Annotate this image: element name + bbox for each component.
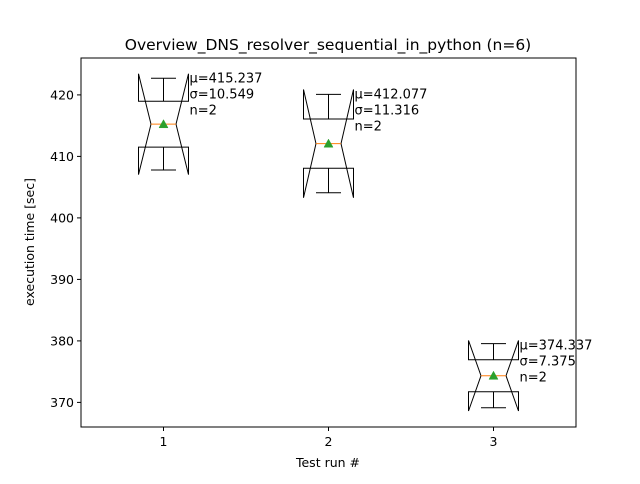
y-axis-label: execution time [sec] [22, 178, 37, 306]
stats-annotation: σ=10.549 [190, 88, 255, 103]
mean-marker [158, 119, 169, 129]
chart-title: Overview_DNS_resolver_sequential_in_pyth… [125, 36, 531, 55]
y-tick-label: 390 [50, 272, 74, 287]
stats-annotation: μ=415.237 [190, 72, 263, 87]
x-axis-label: Test run # [295, 455, 360, 470]
mean-marker [323, 138, 334, 148]
box-body [303, 89, 354, 198]
y-tick-label: 410 [50, 149, 74, 164]
stats-annotation: σ=11.316 [355, 104, 420, 119]
y-tick-label: 400 [50, 210, 74, 225]
stats-annotation: n=2 [355, 120, 382, 135]
x-tick-label: 3 [490, 434, 498, 449]
mean-marker [488, 370, 499, 380]
stats-annotation: n=2 [190, 104, 217, 119]
y-tick-label: 420 [50, 87, 74, 102]
x-tick-label: 1 [160, 434, 168, 449]
box-body [138, 73, 189, 175]
x-tick-label: 2 [325, 434, 333, 449]
y-tick-label: 370 [50, 395, 74, 410]
stats-annotation: μ=412.077 [355, 88, 428, 103]
box-body [468, 340, 519, 412]
stats-annotation: σ=7.375 [520, 354, 576, 369]
y-tick-label: 380 [50, 333, 74, 348]
stats-annotation: n=2 [520, 370, 547, 385]
stats-annotation: μ=374.337 [520, 338, 593, 353]
